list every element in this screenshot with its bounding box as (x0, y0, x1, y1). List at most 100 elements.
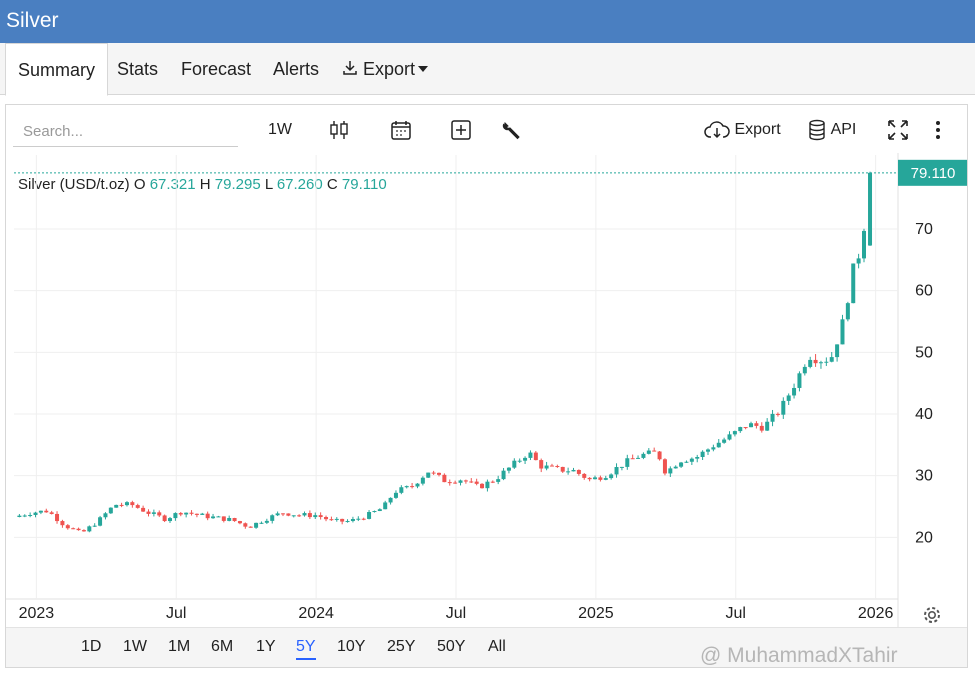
candle-body (528, 452, 533, 458)
price-tick-label: 40 (915, 406, 933, 423)
settings-gear-icon[interactable] (924, 607, 940, 623)
price-chart[interactable]: 20 30 40 50 60 70 2023 Jul 2024 Jul 2025 Jul 2026 7… (6, 153, 967, 627)
candle-body (178, 513, 183, 515)
candle-body (431, 472, 436, 474)
candle-body (114, 504, 119, 508)
wrench-icon[interactable] (501, 117, 523, 143)
candle-body (851, 263, 856, 304)
more-vertical-icon[interactable] (935, 117, 941, 143)
legend-low-value: 67.260 (276, 176, 323, 193)
candle-body (657, 451, 662, 460)
database-icon (809, 119, 825, 140)
candle-body (474, 481, 479, 484)
range-1y[interactable]: 1Y (256, 638, 276, 655)
candle-body (28, 515, 33, 517)
candle-body (329, 519, 334, 521)
range-10y[interactable]: 10Y (337, 638, 366, 655)
calendar-icon[interactable] (390, 117, 412, 143)
candle-body (679, 462, 684, 467)
candle-body (458, 480, 463, 483)
last-price-badge: 79.110 (898, 159, 967, 186)
candle-body (442, 474, 447, 483)
time-tick-label: Jul (446, 605, 466, 622)
candle-body (17, 515, 22, 517)
candle-body (705, 449, 710, 452)
candle-body (506, 467, 511, 471)
range-25y[interactable]: 25Y (387, 638, 416, 655)
candle-body (437, 472, 441, 475)
candle-body (453, 482, 458, 484)
candle-body (248, 526, 253, 528)
time-tick-label: Jul (726, 605, 746, 622)
candle-body (264, 520, 269, 523)
candle-body (92, 525, 97, 527)
candle-body (549, 465, 554, 467)
candle-body (813, 359, 818, 364)
range-all[interactable]: All (488, 638, 506, 655)
candle-body (81, 530, 86, 532)
tab-export[interactable]: Export (330, 43, 440, 95)
add-indicator-icon[interactable] (450, 117, 472, 143)
candle-body (582, 473, 587, 478)
range-5y[interactable]: 5Y (296, 638, 316, 660)
candle-body (566, 471, 571, 473)
candle-body (614, 467, 619, 475)
candle-body (55, 513, 60, 522)
interval-button[interactable]: 1W (268, 121, 292, 138)
export-chart-button[interactable]: Export (704, 117, 781, 143)
candle-body (732, 431, 737, 435)
candle-body (119, 504, 124, 506)
candle-body (302, 513, 307, 516)
candle-body (367, 512, 372, 519)
candle-body (802, 366, 807, 374)
candle-body (716, 442, 721, 448)
candle-body (598, 477, 603, 480)
candle-body (469, 481, 474, 483)
chevron-down-icon (418, 65, 429, 72)
candle-body (765, 421, 770, 431)
candle-body (560, 466, 565, 472)
last-price-label: 79.110 (911, 165, 956, 182)
legend-close-value: 79.110 (341, 176, 387, 193)
range-1m[interactable]: 1M (168, 638, 191, 655)
range-selector: 1D 1W 1M 6M 1Y 5Y 10Y 25Y 50Y All (6, 627, 967, 667)
candle-body (221, 516, 226, 521)
candle-body (227, 517, 232, 521)
candle-body (383, 502, 388, 510)
candle-body (350, 519, 355, 522)
time-tick-label: 2023 (19, 605, 55, 622)
tab-summary[interactable]: Summary (5, 43, 109, 96)
candles-icon[interactable] (329, 117, 349, 143)
search-input[interactable] (13, 117, 238, 147)
candle-body (372, 511, 377, 513)
range-6m[interactable]: 6M (211, 638, 234, 655)
window-title: Silver (6, 9, 59, 32)
candle-body (415, 483, 420, 487)
tab-stats[interactable]: Stats (117, 59, 159, 79)
tab-forecast[interactable]: Forecast (181, 59, 252, 79)
candle-body (781, 400, 786, 415)
candle-body (98, 517, 103, 526)
api-button[interactable]: API (807, 117, 856, 143)
range-1d[interactable]: 1D (81, 638, 102, 655)
cloud-download-icon (704, 121, 730, 138)
candle-body (862, 230, 866, 259)
range-50y[interactable]: 50Y (437, 638, 466, 655)
candle-body (539, 460, 544, 469)
candle-body (345, 521, 350, 523)
fullscreen-icon[interactable] (886, 117, 910, 143)
watermark: @ MuhammadXTahir (700, 644, 898, 667)
candle-body (603, 478, 608, 480)
tab-alerts[interactable]: Alerts (273, 59, 320, 79)
candle-body (786, 395, 791, 401)
candle-body (770, 413, 775, 422)
time-tick-label: 2024 (298, 605, 334, 622)
candle-body (151, 512, 156, 514)
candle-body (377, 509, 382, 512)
range-1w[interactable]: 1W (123, 638, 147, 655)
candle-body (168, 518, 173, 522)
candle-body (576, 469, 581, 474)
candle-body (259, 522, 264, 524)
candle-body (533, 452, 538, 461)
candle-body (124, 502, 129, 506)
